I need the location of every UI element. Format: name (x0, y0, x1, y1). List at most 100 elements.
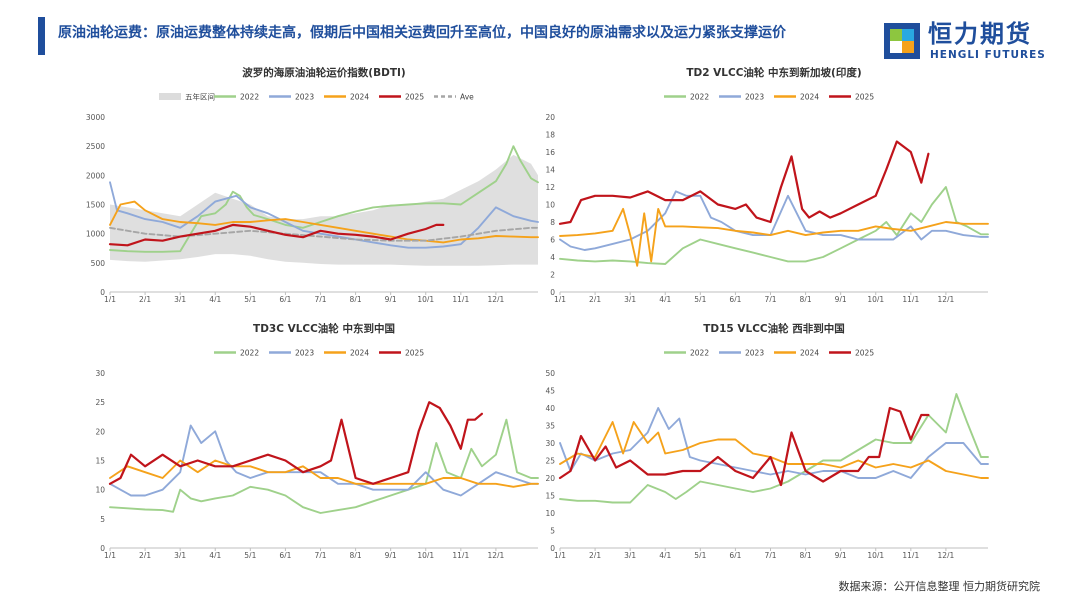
page-title: 原油油轮运费：原油运费整体持续走高，假期后中国相关运费回升至高位，中国良好的原油… (58, 25, 786, 41)
svg-text:2025: 2025 (405, 93, 424, 102)
series-line-2024 (559, 421, 989, 479)
svg-text:2022: 2022 (690, 93, 709, 102)
series-line-2025 (558, 140, 930, 225)
company-logo: 恒力期货 HENGLI FUTURES (884, 20, 1054, 64)
series-line-2022 (109, 145, 539, 253)
svg-text:五年区间: 五年区间 (185, 92, 215, 102)
svg-text:Ave: Ave (460, 93, 474, 102)
x-tick-label: 10/1 (867, 295, 884, 302)
x-tick-label: 5/1 (694, 295, 706, 302)
legend-item-2023: 2023 (269, 349, 314, 358)
y-tick-label: 1000 (86, 230, 105, 239)
x-tick-label: 4/1 (659, 295, 671, 302)
legend-item-2025: 2025 (829, 349, 874, 358)
legend-item-ave: Ave (434, 93, 474, 102)
legend-item-2024: 2024 (324, 349, 369, 358)
x-tick-label: 1/1 (104, 551, 116, 558)
chart-title: TD15 VLCC油轮 西非到中国 (703, 322, 845, 335)
x-tick-label: 3/1 (174, 295, 186, 302)
x-tick-label: 9/1 (385, 551, 397, 558)
x-tick-label: 10/1 (417, 551, 434, 558)
y-tick-label: 15 (545, 492, 555, 501)
x-tick-label: 7/1 (314, 295, 326, 302)
chart-bdti: 波罗的海原油油轮运价指数(BDTI) 五年区间 2022 2023 2024 2025 Av… (70, 62, 550, 302)
svg-text:2025: 2025 (405, 349, 424, 358)
series-line-2025 (108, 401, 483, 485)
chart-svg: 波罗的海原油油轮运价指数(BDTI) 五年区间 2022 2023 2024 2025 Av… (86, 66, 539, 302)
x-tick-label: 11/1 (452, 295, 469, 302)
svg-text:2023: 2023 (745, 93, 764, 102)
y-tick-label: 2 (550, 271, 555, 280)
svg-text:2025: 2025 (855, 349, 874, 358)
x-tick-label: 7/1 (314, 551, 326, 558)
y-tick-label: 5 (100, 515, 105, 524)
x-tick-label: 10/1 (417, 295, 434, 302)
legend-item-2025: 2025 (829, 93, 874, 102)
y-tick-label: 20 (545, 113, 555, 122)
x-tick-label: 2/1 (139, 551, 151, 558)
y-tick-label: 2000 (86, 171, 105, 180)
x-tick-label: 2/1 (589, 295, 601, 302)
y-tick-label: 0 (100, 544, 105, 553)
y-tick-label: 14 (545, 166, 555, 175)
x-tick-label: 11/1 (452, 551, 469, 558)
legend-item-2024: 2024 (774, 349, 819, 358)
logo-text-en: HENGLI FUTURES (930, 49, 1046, 61)
legend-item-2022: 2022 (664, 93, 709, 102)
y-tick-label: 40 (545, 404, 555, 413)
logo-mark-icon (884, 23, 920, 59)
x-tick-label: 8/1 (350, 295, 362, 302)
y-tick-label: 25 (545, 457, 555, 466)
y-tick-label: 3000 (86, 113, 105, 122)
legend-item-2023: 2023 (269, 93, 314, 102)
y-tick-label: 30 (95, 369, 105, 378)
svg-text:2024: 2024 (800, 349, 819, 358)
x-tick-label: 11/1 (902, 295, 919, 302)
y-tick-label: 8 (550, 218, 555, 227)
chart-td15: TD15 VLCC油轮 西非到中国 2022 2023 2024 2025 0 5 10 15 2… (520, 318, 1000, 558)
series-five-year-range (110, 154, 538, 266)
chart-title: TD2 VLCC油轮 中东到新加坡(印度) (686, 66, 861, 79)
x-tick-label: 5/1 (244, 551, 256, 558)
x-tick-label: 2/1 (139, 295, 151, 302)
x-tick-label: 4/1 (209, 295, 221, 302)
x-tick-label: 7/1 (764, 295, 776, 302)
x-tick-label: 6/1 (279, 551, 291, 558)
legend-item-2023: 2023 (719, 349, 764, 358)
x-tick-label: 6/1 (729, 295, 741, 302)
x-tick-label: 12/1 (487, 551, 504, 558)
logo-text-cn: 恒力期货 (928, 20, 1032, 48)
legend-item-2025: 2025 (379, 93, 424, 102)
chart-td2: TD2 VLCC油轮 中东到新加坡(印度) 2022 2023 2024 2025 0 2 4… (520, 62, 1000, 302)
source-note: 数据来源：公开信息整理 恒力期货研究院 (838, 580, 1041, 593)
x-tick-label: 3/1 (624, 551, 636, 558)
x-tick-label: 8/1 (800, 551, 812, 558)
x-tick-label: 8/1 (350, 551, 362, 558)
y-tick-label: 10 (545, 201, 555, 210)
y-tick-label: 0 (550, 288, 555, 297)
x-tick-label: 5/1 (694, 551, 706, 558)
x-tick-label: 4/1 (209, 551, 221, 558)
y-tick-label: 16 (545, 148, 555, 157)
y-tick-label: 6 (550, 236, 555, 245)
svg-text:2024: 2024 (800, 93, 819, 102)
y-tick-label: 20 (545, 474, 555, 483)
y-tick-label: 10 (545, 509, 555, 518)
series-line-2022 (559, 186, 989, 265)
x-tick-label: 3/1 (624, 295, 636, 302)
x-tick-label: 6/1 (279, 295, 291, 302)
y-tick-label: 35 (545, 422, 555, 431)
x-tick-label: 12/1 (937, 551, 954, 558)
legend-item-2022: 2022 (214, 349, 259, 358)
x-tick-label: 9/1 (835, 551, 847, 558)
x-tick-label: 8/1 (800, 295, 812, 302)
series-line-2024 (109, 200, 539, 244)
svg-text:2023: 2023 (295, 349, 314, 358)
y-tick-label: 50 (545, 369, 555, 378)
x-tick-label: 12/1 (487, 295, 504, 302)
svg-text:2022: 2022 (690, 349, 709, 358)
y-tick-label: 10 (95, 486, 105, 495)
svg-text:2022: 2022 (240, 349, 259, 358)
